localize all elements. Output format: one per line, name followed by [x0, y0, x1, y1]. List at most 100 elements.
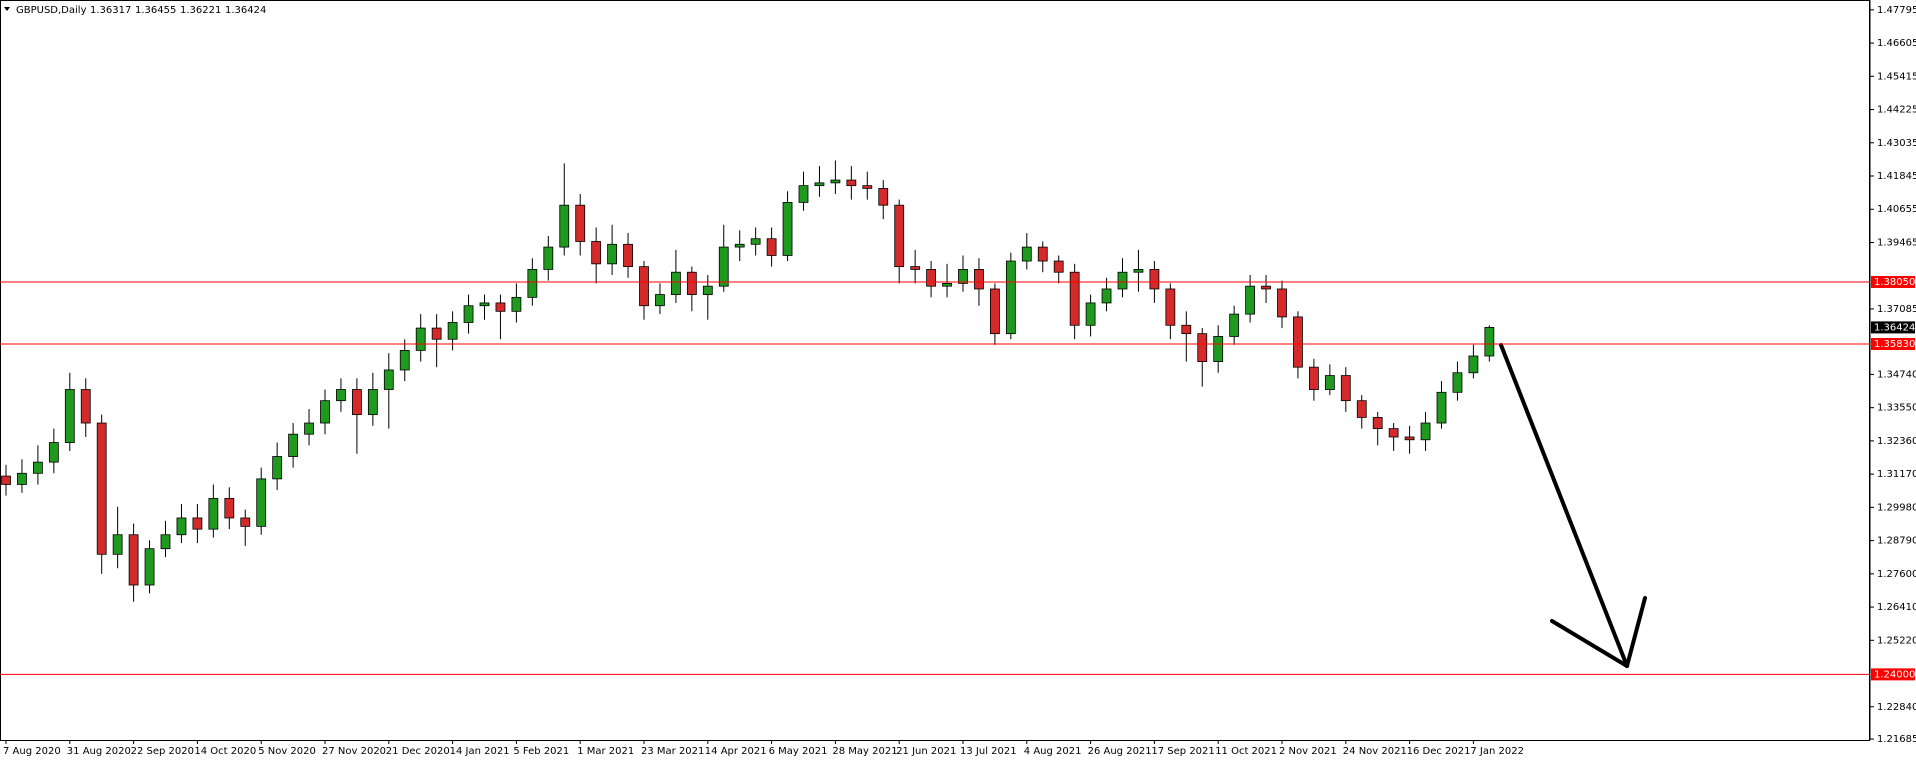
ohlc-value: 1.36317	[90, 5, 131, 16]
level-tag	[1871, 275, 1915, 288]
candle-body	[1117, 271, 1128, 290]
candle-body	[1452, 372, 1463, 393]
y-tick-label: 1.45415	[1877, 71, 1916, 82]
candle-body	[559, 204, 570, 248]
candle-body	[543, 246, 554, 270]
candle-body	[1021, 246, 1032, 262]
candle-body	[48, 442, 59, 463]
y-tick-label: 1.25220	[1877, 635, 1916, 646]
x-tick-label: 4 Aug 2021	[1024, 746, 1082, 757]
candle-body	[431, 327, 442, 340]
candle-body	[718, 246, 729, 287]
ohlc-value: 1.36424	[225, 5, 266, 16]
candle-body	[1436, 391, 1447, 424]
y-tick-label: 1.41845	[1877, 171, 1916, 182]
x-tick-label: 24 Nov 2021	[1343, 746, 1407, 757]
candle-body	[575, 204, 586, 242]
candle-body	[1404, 436, 1415, 441]
candle-body	[655, 294, 665, 307]
ohlc-header: 1.36317 1.36455 1.36221 1.36424	[90, 5, 266, 16]
level-tag	[1871, 337, 1915, 350]
y-tick-label: 1.27600	[1877, 569, 1916, 580]
candle-body	[702, 285, 713, 295]
candle-body	[463, 305, 474, 323]
candle-body	[942, 282, 952, 287]
candle-body	[1, 475, 11, 485]
candle-body	[846, 179, 857, 187]
candle-body	[64, 389, 75, 443]
candle-body	[766, 238, 777, 256]
candle-body	[224, 498, 235, 519]
y-tick-label: 1.47795	[1877, 5, 1916, 16]
menu-triangle	[4, 7, 10, 11]
x-tick-label: 16 Dec 2021	[1407, 746, 1471, 757]
arrow-annotation	[1499, 343, 1647, 668]
candle-body	[1388, 428, 1399, 438]
level-tag	[1871, 668, 1915, 681]
y-tick-label: 1.33550	[1877, 403, 1916, 414]
y-tick-label: 1.29980	[1877, 502, 1916, 513]
candle-body	[112, 534, 123, 555]
candle-body	[336, 389, 346, 402]
candle-body	[128, 534, 139, 586]
candle-body	[607, 243, 617, 265]
candle-body	[527, 269, 538, 298]
x-tick-label: 11 Oct 2021	[1215, 746, 1277, 757]
y-tick-label: 1.28790	[1877, 536, 1916, 547]
candle-body	[256, 478, 267, 527]
candle-body	[288, 433, 299, 457]
candle-body	[1277, 288, 1287, 318]
x-tick-label: 14 Apr 2021	[705, 746, 767, 757]
y-tick-label: 1.43035	[1877, 138, 1916, 149]
plot-frame	[0, 0, 1870, 741]
x-tick-label: 7 Jan 2022	[1470, 746, 1524, 757]
candle-body	[814, 182, 825, 187]
candle-body	[304, 422, 314, 435]
candle-body	[1245, 285, 1255, 315]
candle-body	[830, 179, 841, 184]
candle-body	[734, 243, 745, 248]
candle-body	[1069, 271, 1080, 326]
x-tick-label: 14 Jan 2021	[450, 746, 510, 757]
x-tick-label: 14 Oct 2020	[194, 746, 256, 757]
candle-body	[974, 269, 984, 290]
candle-body	[910, 266, 921, 270]
candle-body	[862, 185, 873, 189]
candle-body	[990, 288, 1000, 335]
candle-body	[750, 238, 761, 245]
candle-body	[1149, 269, 1160, 290]
level-label: 1.38050	[1874, 277, 1915, 288]
candle-body	[878, 188, 889, 206]
candle-body	[447, 322, 458, 340]
candle-body	[383, 369, 394, 390]
candle-body	[798, 185, 809, 203]
x-tick-label: 28 May 2021	[832, 746, 897, 757]
y-tick-label: 1.32360	[1877, 436, 1916, 447]
y-tick-label: 1.44225	[1877, 105, 1916, 116]
candle-body	[1293, 316, 1303, 368]
candle-body	[208, 498, 219, 530]
candle-body	[671, 271, 681, 295]
x-tick-label: 13 Jul 2021	[960, 746, 1017, 757]
candle-body	[160, 534, 171, 550]
x-tick-label: 6 May 2021	[769, 746, 828, 757]
y-tick-label: 1.31170	[1877, 469, 1916, 480]
candle-body	[1053, 260, 1064, 273]
candle-body	[1468, 355, 1479, 374]
x-tick-label: 7 Aug 2020	[3, 746, 61, 757]
x-tick-label: 5 Feb 2021	[513, 746, 569, 757]
x-tick-label: 27 Nov 2020	[322, 746, 386, 757]
candle-body	[399, 350, 410, 371]
candle-body	[240, 517, 251, 527]
candle-body	[1261, 285, 1271, 290]
candle-body	[80, 389, 91, 424]
level-label: 1.35830	[1874, 339, 1915, 350]
x-tick-label: 23 Mar 2021	[641, 746, 704, 757]
x-tick-label: 2 Nov 2021	[1279, 746, 1337, 757]
candle-body	[320, 400, 330, 424]
candle-body	[351, 389, 362, 416]
candle-body	[591, 241, 602, 265]
y-tick-label: 1.34740	[1877, 369, 1916, 380]
candle-body	[1165, 288, 1176, 326]
